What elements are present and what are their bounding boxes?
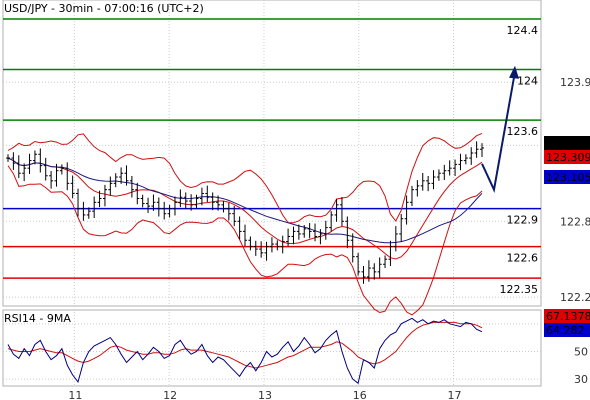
lower-band-line xyxy=(7,165,483,316)
rsi-tick-label: 50 xyxy=(574,345,588,358)
price-badge: 123.379 xyxy=(544,136,590,150)
forecast-arrow xyxy=(481,65,519,193)
x-tick-label: 12 xyxy=(163,389,177,400)
price-bars xyxy=(6,141,484,284)
forecast-arrowhead xyxy=(509,65,519,79)
x-tick-label: 17 xyxy=(448,389,462,400)
rsi-lines xyxy=(7,317,483,385)
bollinger-bands xyxy=(7,132,483,316)
forecast-path xyxy=(481,71,516,193)
chart-title: USD/JPY - 30min - 07:00:16 (UTC+2) xyxy=(4,2,204,15)
rsi-ma-line xyxy=(7,321,483,369)
rsi-badge-label: 67.1378 xyxy=(546,310,590,323)
rsi-line xyxy=(7,317,483,385)
price-tick-label: 123.9 xyxy=(560,76,590,89)
x-tick-label: 11 xyxy=(68,389,82,400)
middle-band-line xyxy=(7,157,483,260)
x-tick-label: 13 xyxy=(258,389,272,400)
rsi-panel-frame xyxy=(2,309,542,387)
price-badge-label: 123.105 xyxy=(546,171,590,184)
rsi-badge-bg xyxy=(544,309,590,323)
level-label: 124.4 xyxy=(507,24,539,37)
level-label: 122.35 xyxy=(500,283,539,296)
horizontal-levels: 124.4 124 123.6 122.9 122.6 122.35 xyxy=(3,18,541,296)
price-badge-bg xyxy=(544,150,590,164)
x-tick-label: 16 xyxy=(353,389,367,400)
price-panel-frame xyxy=(2,0,542,307)
price-badge-label: 123.379 xyxy=(546,137,590,150)
rsi-badge: 67.1378 xyxy=(544,309,590,323)
price-badge-bg xyxy=(544,136,590,150)
level-label: 122.9 xyxy=(507,214,539,227)
price-badge: 123.105 xyxy=(544,170,590,184)
level-label: 122.6 xyxy=(507,252,539,265)
rsi-tick-label: 30 xyxy=(574,373,588,386)
price-tick-label: 122.8 xyxy=(560,215,590,228)
rsi-badge: 64.282 xyxy=(544,323,590,337)
price-tick-label: 122.2 xyxy=(560,291,590,304)
price-badge-label: 123.309 xyxy=(546,151,590,164)
rsi-title: RSI14 - 9MA xyxy=(4,312,71,325)
rsi-badge-bg xyxy=(544,323,590,337)
upper-band-line xyxy=(7,132,483,224)
moving-average-line xyxy=(7,157,483,244)
price-badge-bg xyxy=(544,170,590,184)
price-badge: 123.309 xyxy=(544,150,590,164)
level-label: 123.6 xyxy=(507,125,539,138)
level-label: 124 xyxy=(517,75,538,88)
rsi-badge-label: 64.282 xyxy=(546,324,585,337)
